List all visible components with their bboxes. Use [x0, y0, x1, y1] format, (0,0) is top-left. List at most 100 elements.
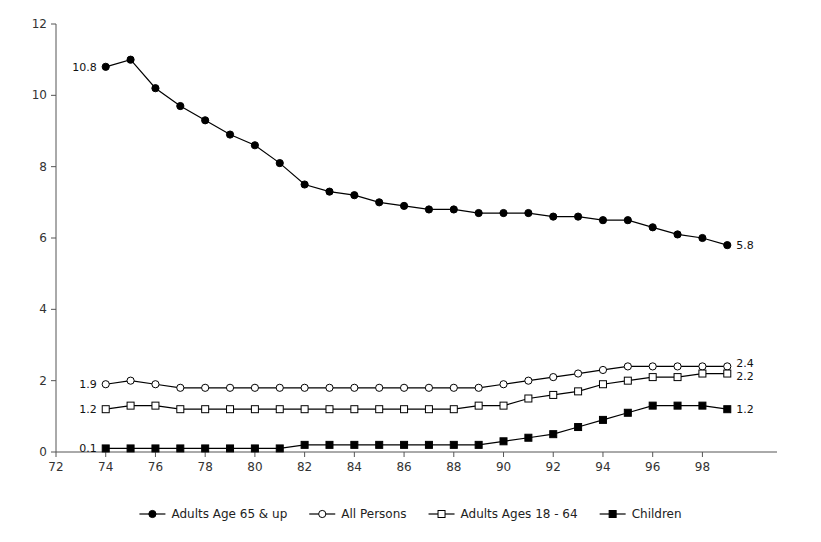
series-line — [106, 366, 728, 387]
point — [724, 406, 731, 413]
x-tick — [304, 452, 305, 457]
point — [699, 363, 706, 370]
x-tick — [553, 452, 554, 457]
point — [351, 384, 358, 391]
annotation: 5.8 — [736, 239, 754, 252]
y-tick-label: 10 — [32, 88, 47, 102]
x-tick-label: 82 — [297, 460, 312, 474]
x-tick — [652, 452, 653, 457]
x-tick — [503, 452, 504, 457]
point — [525, 377, 532, 384]
point — [226, 131, 233, 138]
legend-label: All Persons — [341, 507, 406, 521]
x-tick-label: 76 — [148, 460, 163, 474]
point — [550, 374, 557, 381]
x-tick — [56, 452, 57, 457]
x-tick-label: 90 — [496, 460, 511, 474]
point — [400, 202, 407, 209]
annotation: 2.2 — [736, 370, 754, 383]
y-tick — [51, 380, 56, 381]
annotation: 1.2 — [79, 403, 97, 416]
x-tick-label: 72 — [48, 460, 63, 474]
legend-marker — [438, 511, 445, 518]
point — [276, 445, 283, 452]
x-tick — [404, 452, 405, 457]
point — [251, 406, 258, 413]
point — [550, 431, 557, 438]
point — [127, 445, 134, 452]
x-tick-label: 86 — [396, 460, 411, 474]
point — [202, 406, 209, 413]
point — [202, 117, 209, 124]
point — [500, 438, 507, 445]
x-tick-label: 74 — [98, 460, 113, 474]
x-tick — [354, 452, 355, 457]
legend-item: All Persons — [309, 507, 406, 521]
point — [699, 234, 706, 241]
legend-label: Adults Age 65 & up — [171, 507, 287, 521]
point — [599, 416, 606, 423]
x-tick — [254, 452, 255, 457]
x-tick-label: 84 — [347, 460, 362, 474]
point — [326, 384, 333, 391]
x-tick-label: 98 — [695, 460, 710, 474]
series-line — [106, 374, 728, 410]
point — [649, 402, 656, 409]
point — [276, 384, 283, 391]
y-tick — [51, 238, 56, 239]
point — [599, 381, 606, 388]
point — [500, 209, 507, 216]
point — [351, 441, 358, 448]
series-line — [106, 60, 728, 245]
point — [226, 384, 233, 391]
legend-item: Adults Age 65 & up — [139, 507, 287, 521]
point — [351, 192, 358, 199]
point — [500, 381, 507, 388]
y-tick-label: 4 — [39, 302, 47, 316]
point — [649, 374, 656, 381]
point — [550, 213, 557, 220]
legend-label: Adults Ages 18 - 64 — [461, 507, 578, 521]
point — [525, 395, 532, 402]
point — [674, 374, 681, 381]
series-line — [106, 406, 728, 449]
legend-item: Adults Ages 18 - 64 — [429, 507, 578, 521]
point — [227, 406, 234, 413]
annotation: 10.8 — [72, 61, 97, 74]
point — [575, 388, 582, 395]
point — [301, 441, 308, 448]
point — [202, 445, 209, 452]
x-tick-label: 80 — [247, 460, 262, 474]
point — [649, 224, 656, 231]
x-tick-label: 96 — [645, 460, 660, 474]
y-tick — [51, 166, 56, 167]
point — [127, 377, 134, 384]
y-tick — [51, 452, 56, 453]
y-tick-label: 2 — [39, 374, 47, 388]
point — [475, 209, 482, 216]
point — [674, 363, 681, 370]
legend-marker — [319, 510, 326, 517]
point — [326, 441, 333, 448]
point — [575, 213, 582, 220]
point — [102, 63, 109, 70]
point — [177, 102, 184, 109]
point — [152, 381, 159, 388]
point — [450, 206, 457, 213]
point — [301, 181, 308, 188]
legend-label: Children — [632, 507, 682, 521]
point — [127, 56, 134, 63]
point — [251, 142, 258, 149]
x-tick — [602, 452, 603, 457]
x-tick-label: 88 — [446, 460, 461, 474]
y-tick-label: 6 — [39, 231, 47, 245]
point — [276, 160, 283, 167]
x-axis — [56, 452, 777, 453]
point — [724, 363, 731, 370]
point — [599, 217, 606, 224]
point — [624, 217, 631, 224]
point — [177, 406, 184, 413]
point — [699, 402, 706, 409]
y-tick-label: 8 — [39, 160, 47, 174]
x-tick-label: 92 — [546, 460, 561, 474]
